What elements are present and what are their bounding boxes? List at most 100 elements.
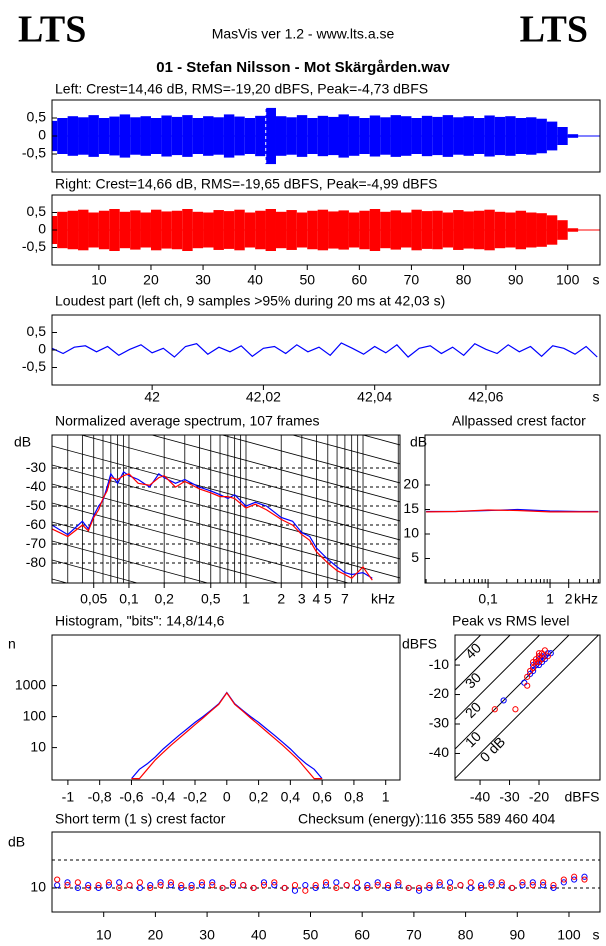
waveform-envelope <box>265 209 276 251</box>
waveform-envelope <box>98 210 110 250</box>
point <box>209 882 216 889</box>
y-tick-label: 0 <box>38 127 46 143</box>
waveform-envelope <box>473 210 485 250</box>
waveform-envelope <box>161 115 172 157</box>
y-tick-label: -30 <box>26 459 46 475</box>
x-tick-label: 0,1 <box>119 591 139 607</box>
x-unit: s <box>593 927 600 943</box>
x-tick-label: 7 <box>341 591 349 607</box>
x-tick-label: 42,02 <box>246 389 281 405</box>
y-unit: dB <box>14 434 31 450</box>
point <box>271 879 278 886</box>
point <box>343 882 350 889</box>
waveform-envelope <box>546 215 558 245</box>
point <box>312 882 319 889</box>
x-tick-label: 2 <box>565 591 573 607</box>
slope-line <box>291 435 400 465</box>
waveform-envelope <box>88 115 99 157</box>
waveform-envelope <box>484 115 495 157</box>
waveform-envelope <box>463 211 474 249</box>
point <box>581 876 588 883</box>
waveform-envelope <box>67 116 79 156</box>
point <box>488 879 495 886</box>
x-unit: s <box>593 272 600 288</box>
waveform-envelope <box>244 212 256 248</box>
waveform-envelope <box>557 220 568 240</box>
x-tick-label: -0,8 <box>88 789 112 805</box>
waveform-envelope <box>348 116 360 156</box>
series-line <box>131 691 323 780</box>
point <box>74 879 81 886</box>
point <box>302 887 309 894</box>
point <box>560 876 567 883</box>
point <box>95 884 102 892</box>
point <box>219 884 226 892</box>
waveform-envelope <box>203 116 214 156</box>
waveform-envelope <box>140 212 151 248</box>
point <box>178 882 185 889</box>
waveform-envelope <box>442 212 454 248</box>
waveform-envelope <box>78 117 89 155</box>
x-tick-label: 70 <box>406 927 422 943</box>
plot-frame <box>51 314 601 386</box>
waveform-envelope <box>328 211 339 249</box>
waveform-envelope <box>505 116 516 156</box>
point <box>560 879 567 886</box>
x-unit: kHz <box>574 591 598 607</box>
y-tick-label: -40 <box>429 744 449 760</box>
y-tick-label: 0,5 <box>27 323 47 339</box>
y-tick-label: -60 <box>26 516 46 532</box>
plot-frame <box>51 434 401 584</box>
point <box>519 879 526 886</box>
point <box>384 882 392 889</box>
x-tick-label: 70 <box>404 272 420 288</box>
waveform-envelope <box>536 213 547 247</box>
point <box>126 882 133 889</box>
y-tick-label: 0,5 <box>27 109 47 125</box>
plot-area <box>52 342 598 358</box>
x-tick-label: 40 <box>247 272 263 288</box>
waveform-envelope <box>494 211 506 249</box>
waveform-envelope <box>255 210 266 250</box>
waveform-envelope <box>296 212 308 248</box>
slope-line <box>52 445 400 541</box>
y-tick-label: -30 <box>429 715 449 731</box>
crest-line <box>455 635 570 750</box>
point <box>541 647 548 654</box>
point <box>322 882 330 889</box>
y-tick-label: -0,5 <box>22 238 46 254</box>
waveform-envelope <box>432 210 443 250</box>
x-tick-label: -20 <box>529 789 549 805</box>
x-tick-label: 90 <box>509 927 525 943</box>
waveform-envelope <box>484 209 495 251</box>
point <box>157 879 164 886</box>
waveform-envelope <box>442 115 454 157</box>
point <box>581 873 588 880</box>
waveform-envelope <box>130 210 141 250</box>
x-tick-label: 20 <box>148 927 164 943</box>
point <box>147 884 154 892</box>
point <box>374 882 381 889</box>
waveform-envelope <box>223 211 235 249</box>
point <box>136 879 143 886</box>
x-tick-label: 10 <box>96 927 112 943</box>
series-line <box>426 509 599 513</box>
point <box>544 653 551 660</box>
x-tick-label: 1 <box>242 591 250 607</box>
waveform-envelope <box>109 116 120 156</box>
point <box>498 882 505 889</box>
point <box>364 884 371 892</box>
x-tick-label: -30 <box>499 789 519 805</box>
y-tick-label: 10 <box>30 738 46 754</box>
y-tick-label: -0,5 <box>22 358 46 374</box>
point <box>198 879 206 886</box>
waveform-envelope <box>526 212 537 248</box>
panel-title: Loudest part (left ch, 9 samples >95% du… <box>55 293 445 309</box>
point <box>521 679 528 686</box>
point <box>395 879 402 886</box>
x-tick-label: 0,1 <box>478 591 498 607</box>
plot-area <box>131 691 323 780</box>
point <box>477 884 485 892</box>
waveform-envelope <box>411 209 422 251</box>
waveform-envelope <box>275 116 287 156</box>
